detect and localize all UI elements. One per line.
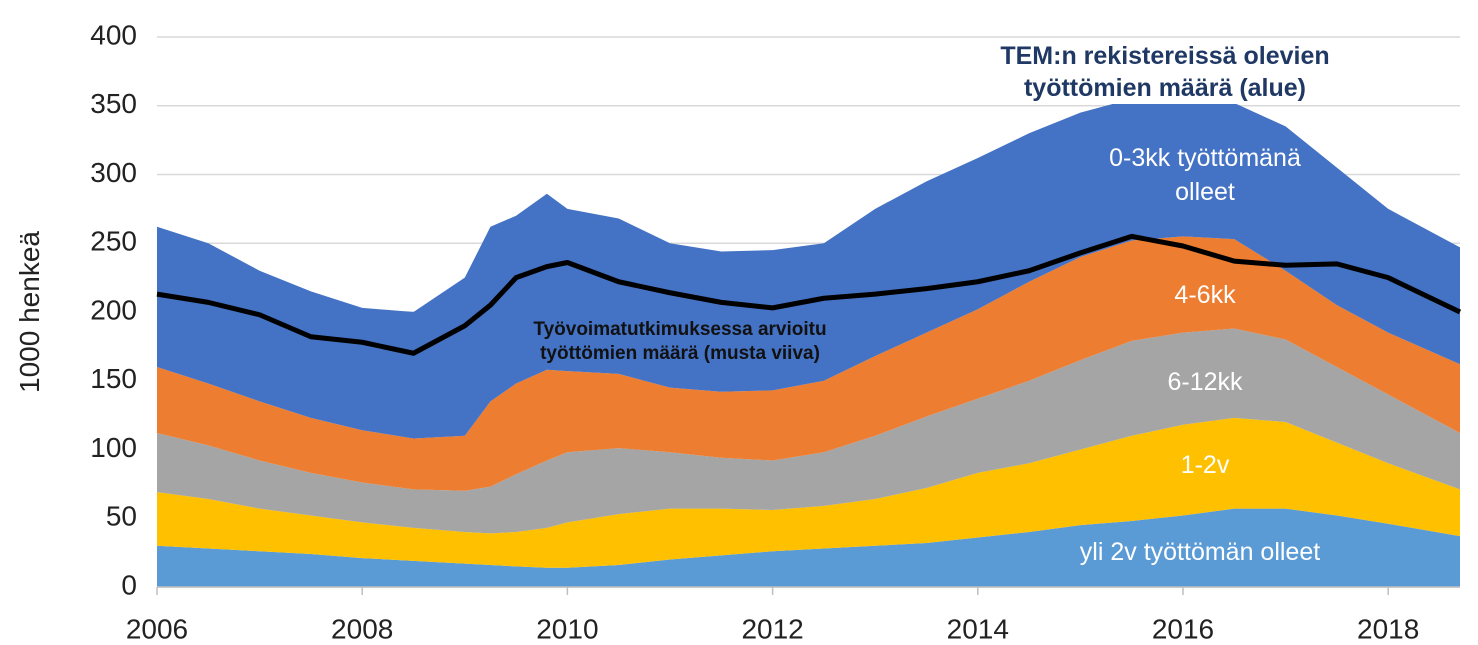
- area: [157, 236, 1460, 491]
- x-tick-label: 2012: [741, 613, 803, 644]
- area: [157, 98, 1460, 439]
- area: [157, 508, 1460, 587]
- y-tick-label: 50: [106, 501, 137, 532]
- series-label: yli 2v työttömän olleet: [1079, 538, 1321, 566]
- y-axis-label: 1000 henkeä: [14, 231, 45, 393]
- y-tick-label: 400: [90, 19, 137, 50]
- x-tick-label: 2010: [536, 613, 598, 644]
- x-tick-label: 2014: [947, 613, 1009, 644]
- y-tick-label: 300: [90, 157, 137, 188]
- y-tick-label: 150: [90, 363, 137, 394]
- y-tick-label: 0: [121, 569, 137, 600]
- x-tick-label: 2008: [331, 613, 393, 644]
- y-tick-label: 100: [90, 432, 137, 463]
- y-tick-label: 250: [90, 226, 137, 257]
- area: [157, 417, 1460, 568]
- area-annotation: TEM:n rekistereissä olevien työttömien m…: [945, 40, 1385, 104]
- line-annotation: Työvoimatutkimuksessa arvioitu työttömie…: [533, 319, 827, 364]
- series-label: 1-2v: [1180, 451, 1230, 479]
- series-label: 0-3kk työttömänä olleet: [1109, 144, 1301, 206]
- x-tick-label: 2006: [126, 613, 188, 644]
- x-tick-label: 2018: [1357, 613, 1419, 644]
- series-label: 6-12kk: [1167, 368, 1243, 396]
- series-label: 4-6kk: [1174, 281, 1236, 309]
- line: [156, 233, 1462, 356]
- x-tick-label: 2016: [1152, 613, 1214, 644]
- y-tick-label: 350: [90, 88, 137, 119]
- area: [157, 328, 1460, 534]
- y-tick-label: 200: [90, 294, 137, 325]
